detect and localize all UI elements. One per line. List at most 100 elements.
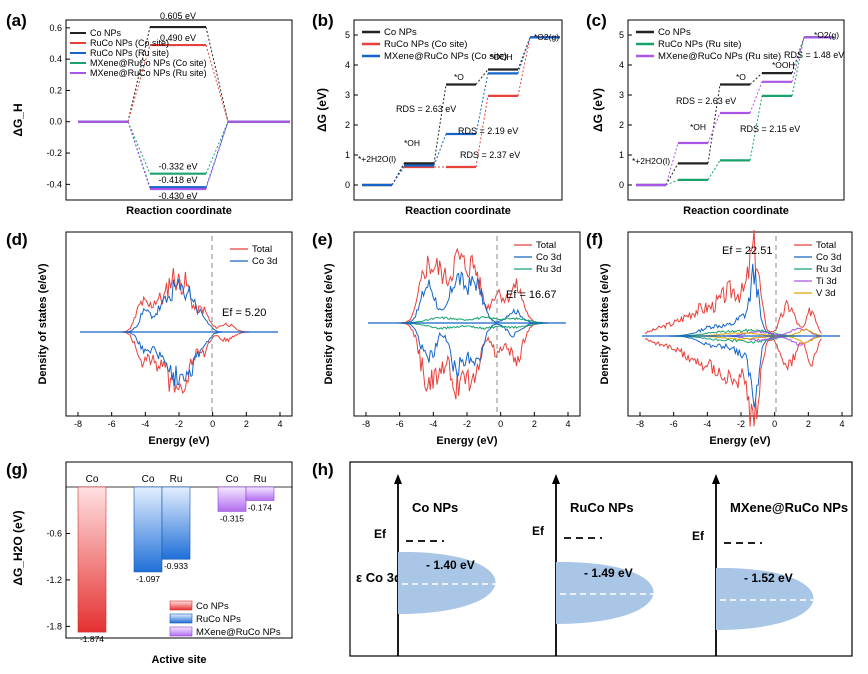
fermi-label-d: Ef = 5.20 — [222, 307, 266, 319]
bar-value-label-g-2: -0.933 — [164, 561, 188, 571]
axis-arrow-icon — [552, 474, 560, 484]
y-tick-label-a: 0.0 — [49, 117, 62, 127]
connector-a-1-0 — [127, 44, 151, 122]
panel-label-b: (b) — [312, 11, 334, 30]
value-label-a-4: -0.430 eV — [158, 191, 197, 201]
y-ticks-g: -0.6 -1.2 -1.8 — [46, 528, 70, 631]
connector-c-0-1 — [707, 84, 721, 164]
y-axis-label-c: ΔG (eV) — [591, 88, 605, 132]
series-lines-b: *+2H2O(l) *OH *O *OOH *O2(g) RDS = 2.63 eV RDS… — [358, 32, 560, 187]
step-label-b-2: *O — [454, 72, 464, 82]
y-axis-label-d: Density of states (e/eV) — [37, 263, 49, 384]
x-tick-label-d: -2 — [175, 419, 183, 429]
legend-d: Total Co 3d — [230, 244, 277, 267]
rds-label-c-1: RDS = 2.15 eV — [740, 124, 800, 134]
x-tick-label-d: 0 — [210, 419, 215, 429]
column-title-h-1: RuCo NPs — [570, 500, 634, 515]
panel-label-e: (e) — [312, 230, 333, 249]
series-lines-c: *+2H2O(l) *OH *O *OOH *O2(g) RDS = 2.63 eV RDS… — [632, 30, 844, 187]
band-h-0 — [398, 551, 496, 614]
step-label-c-1: *OH — [690, 122, 706, 132]
connector-c-1-2 — [749, 95, 763, 161]
step-label-c-2: *O — [736, 72, 746, 82]
legend-d-item-0: Total — [252, 244, 272, 255]
legend-b-item-1: RuCo NPs (Co site) — [384, 39, 467, 50]
x-tick-label-f: -8 — [636, 419, 644, 429]
y-tick-label: 3 — [619, 90, 624, 100]
legend-g-swatch-0 — [169, 600, 193, 611]
y-ticks-a: 0.6 0.4 0.2 0.0 -0.2 -0.4 — [46, 23, 70, 189]
plot-frame-g — [65, 461, 293, 639]
bar-g-3 — [217, 486, 247, 512]
y-tick-label-g: -1.2 — [46, 575, 62, 585]
y-tick-label-a: -0.4 — [46, 179, 62, 189]
y-ticks-c: 5 4 3 2 1 0 — [619, 30, 632, 190]
y-axis-label-g: ΔG_H2O (eV) — [11, 510, 25, 585]
connector-b-0-0 — [391, 163, 405, 186]
bar-category-g-1: Co — [142, 474, 155, 485]
x-tick-label-e: 2 — [532, 419, 537, 429]
value-label-a-2: -0.418 eV — [158, 175, 197, 185]
dos-f-total-down — [644, 338, 822, 427]
connector-c-0-2 — [749, 72, 763, 85]
legend-c: Co NPs RuCo NPs (Ru site) MXene@RuCo NPs… — [636, 27, 781, 62]
legend-g-swatch-1 — [169, 613, 193, 624]
band-value-h-0: - 1.40 eV — [426, 558, 475, 572]
x-tick-label-f: -2 — [737, 419, 745, 429]
step-label-c-0: *+2H2O(l) — [632, 156, 670, 166]
panel-label-c: (c) — [586, 11, 607, 30]
connector-b-1-2 — [475, 95, 489, 168]
legend-e-item-1: Co 3d — [536, 252, 561, 263]
legend-a-item-1: RuCo NPs (Co site) — [90, 38, 169, 48]
plot-frame-f — [627, 231, 853, 417]
x-tick-label-e: -2 — [463, 419, 471, 429]
legend-a-item-4: MXene@RuCo NPs (Ru site) — [90, 68, 207, 78]
legend-a-item-2: RuCo NPs (Ru site) — [90, 48, 169, 58]
legend-b: Co NPs RuCo NPs (Co site) MXene@RuCo NPs… — [362, 27, 507, 62]
legend-f-item-3: Ti 3d — [816, 276, 837, 287]
plot-frame-a — [65, 19, 293, 201]
diagram-frame-h — [349, 461, 853, 657]
connector-a-4-0 — [127, 121, 151, 190]
ef-label-h-1: Ef — [532, 524, 545, 538]
step-label-b-0: *+2H2O(l) — [358, 154, 396, 164]
value-label-a-0: 0.605 eV — [160, 11, 196, 21]
x-tick-label-e: 0 — [498, 419, 503, 429]
bar-g-1 — [133, 486, 163, 573]
plot-frame-b — [353, 19, 563, 201]
dos-curves-f — [642, 229, 840, 427]
y-tick-label-g: -0.6 — [46, 528, 62, 538]
connector-b-0-2 — [475, 69, 489, 85]
bar-category-g-2: Ru — [170, 474, 183, 485]
band-h-1 — [556, 561, 654, 624]
connector-a-3-1 — [205, 121, 229, 174]
x-tick-label-f: 4 — [839, 419, 844, 429]
y-tick-label-g: -1.8 — [46, 621, 62, 631]
panel-label-d: (d) — [6, 230, 28, 249]
dos-d-total-up — [83, 268, 260, 333]
band-value-h-1: - 1.49 eV — [584, 566, 633, 580]
connector-c-0-0 — [665, 163, 679, 186]
connector-c-1-1 — [707, 160, 721, 181]
y-axis-label-a: ΔG_H — [11, 103, 25, 136]
legend-c-item-0: Co NPs — [658, 27, 691, 38]
panel-label-h: (h) — [312, 460, 334, 479]
connector-c-1-3 — [791, 37, 805, 97]
y-axis-label-e: Density of states (e/eV) — [323, 263, 335, 384]
y-tick-label: 3 — [345, 90, 350, 100]
rds-label-b-1: RDS = 2.19 eV — [458, 126, 518, 136]
legend-d-item-1: Co 3d — [252, 256, 277, 267]
bars-g: Co -1.874 Co -1.097 Ru -0.933 Co -0.315 Ru -0.174 — [66, 474, 292, 644]
value-label-a-3: -0.332 eV — [158, 162, 197, 172]
connector-a-2-0 — [127, 121, 151, 188]
dos-e-total-up — [371, 247, 548, 324]
legend-a: Co NPs RuCo NPs (Co site) RuCo NPs (Ru s… — [70, 28, 207, 78]
x-tick-label-d: -8 — [74, 419, 82, 429]
x-tick-label-d: -6 — [108, 419, 116, 429]
x-tick-label-d: 2 — [244, 419, 249, 429]
legend-a-item-0: Co NPs — [90, 28, 122, 38]
x-tick-label-f: 2 — [806, 419, 811, 429]
legend-f-item-1: Co 3d — [816, 252, 841, 263]
plot-frame-c — [627, 19, 845, 201]
